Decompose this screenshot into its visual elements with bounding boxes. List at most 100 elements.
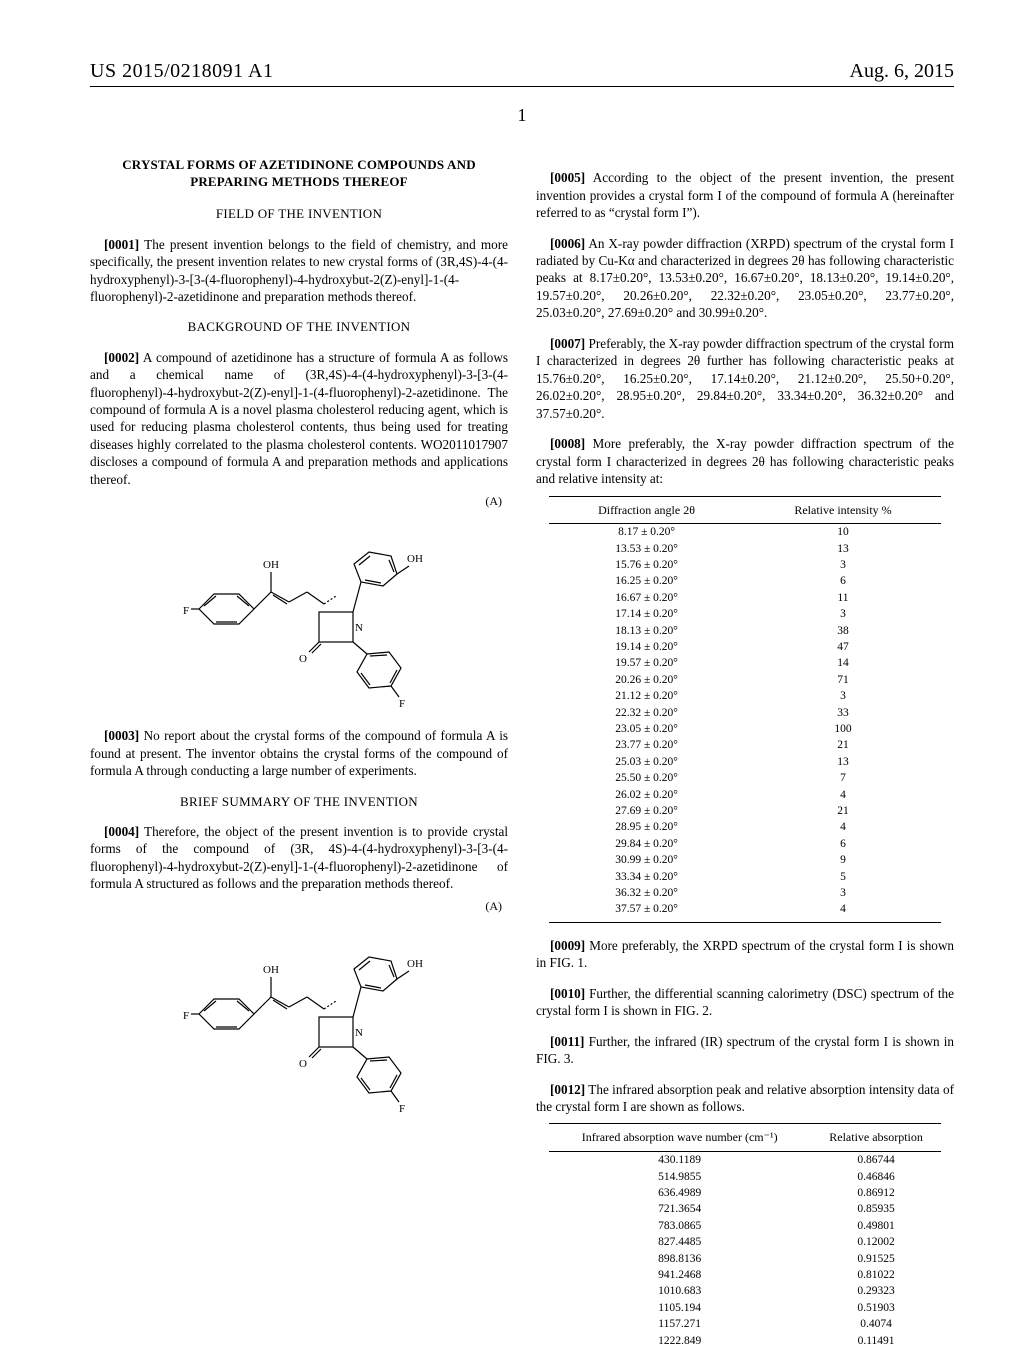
formula-label-1: (A) [485, 494, 502, 510]
svg-text:F: F [183, 1010, 189, 1022]
table-cell: 71 [745, 672, 942, 688]
table-cell: 15.76 ± 0.20° [549, 557, 745, 573]
para-text-0005: According to the object of the present i… [536, 170, 954, 220]
table-cell: 27.69 ± 0.20° [549, 803, 745, 819]
table-row: 26.02 ± 0.20°4 [549, 786, 942, 802]
chemical-structure-icon: F OH O N [169, 899, 429, 1119]
para-num-0007: [0007] [550, 336, 585, 351]
page-header: US 2015/0218091 A1 Aug. 6, 2015 [90, 60, 954, 87]
table-row: 23.77 ± 0.20°21 [549, 737, 942, 753]
table-row: 16.25 ± 0.20°6 [549, 573, 942, 589]
para-0009: [0009] More preferably, the XRPD spectru… [536, 937, 954, 972]
table-row: 25.50 ± 0.20°7 [549, 770, 942, 786]
table-cell: 4 [745, 786, 942, 802]
table-cell: 36.32 ± 0.20° [549, 885, 745, 901]
table-row: 17.14 ± 0.20°3 [549, 606, 942, 622]
page-root: US 2015/0218091 A1 Aug. 6, 2015 1 CRYSTA… [0, 0, 1024, 1320]
heading-background: BACKGROUND OF THE INVENTION [90, 318, 508, 335]
para-text-0007: Preferably, the X-ray powder diffraction… [536, 336, 954, 421]
table-cell: 13 [745, 541, 942, 557]
table-cell: 941.2468 [549, 1267, 811, 1283]
table-cell: 0.12002 [811, 1234, 942, 1250]
table-cell: 28.95 ± 0.20° [549, 819, 745, 835]
ir-table: Infrared absorption wave number (cm⁻¹) R… [549, 1123, 942, 1353]
table-cell: 11 [745, 590, 942, 606]
two-column-layout: CRYSTAL FORMS OF AZETIDINONE COMPOUNDS A… [90, 156, 954, 1364]
para-0007: [0007] Preferably, the X-ray powder diff… [536, 335, 954, 422]
para-text-0002: A compound of azetidinone has a structur… [90, 350, 508, 487]
table-row: 27.69 ± 0.20°21 [549, 803, 942, 819]
table-row: 22.32 ± 0.20°33 [549, 704, 942, 720]
svg-text:O: O [299, 1058, 307, 1070]
svg-text:OH: OH [263, 559, 279, 571]
xrpd-col-1: Relative intensity % [745, 496, 942, 524]
svg-text:OH: OH [407, 553, 423, 565]
table-cell: 19.14 ± 0.20° [549, 639, 745, 655]
table-cell: 47 [745, 639, 942, 655]
table-row: 23.05 ± 0.20°100 [549, 721, 942, 737]
svg-text:F: F [399, 1103, 405, 1115]
table-row: 514.98550.46846 [549, 1168, 942, 1184]
table-row: 25.03 ± 0.20°13 [549, 754, 942, 770]
table-cell: 1157.271 [549, 1316, 811, 1332]
table-cell: 29.84 ± 0.20° [549, 836, 745, 852]
table-row: 33.34 ± 0.20°5 [549, 868, 942, 884]
para-text-0010: Further, the differential scanning calor… [536, 986, 954, 1018]
table-cell: 0.29323 [811, 1283, 942, 1299]
table-cell: 1222.849 [549, 1332, 811, 1353]
svg-text:F: F [183, 605, 189, 617]
table-cell: 0.46846 [811, 1168, 942, 1184]
table-cell: 9 [745, 852, 942, 868]
para-0005: [0005] According to the object of the pr… [536, 169, 954, 221]
table-row: 18.13 ± 0.20°38 [549, 622, 942, 638]
table-cell: 21 [745, 737, 942, 753]
table-row: 941.24680.81022 [549, 1267, 942, 1283]
table-row: 1222.8490.11491 [549, 1332, 942, 1353]
table-cell: 3 [745, 885, 942, 901]
table-cell: 37.57 ± 0.20° [549, 901, 745, 923]
xrpd-col-0: Diffraction angle 2θ [549, 496, 745, 524]
table-cell: 22.32 ± 0.20° [549, 704, 745, 720]
table-cell: 17.14 ± 0.20° [549, 606, 745, 622]
table-row: 13.53 ± 0.20°13 [549, 541, 942, 557]
table-cell: 0.81022 [811, 1267, 942, 1283]
table-row: 19.14 ± 0.20°47 [549, 639, 942, 655]
table-cell: 21.12 ± 0.20° [549, 688, 745, 704]
table-cell: 783.0865 [549, 1218, 811, 1234]
table-row: 15.76 ± 0.20°3 [549, 557, 942, 573]
table-cell: 5 [745, 868, 942, 884]
table-row: 28.95 ± 0.20°4 [549, 819, 942, 835]
table-cell: 0.51903 [811, 1300, 942, 1316]
table-row: 636.49890.86912 [549, 1185, 942, 1201]
table-cell: 33.34 ± 0.20° [549, 868, 745, 884]
table-row: 16.67 ± 0.20°11 [549, 590, 942, 606]
para-num-0008: [0008] [550, 436, 585, 451]
table-cell: 16.25 ± 0.20° [549, 573, 745, 589]
table-cell: 898.8136 [549, 1250, 811, 1266]
xrpd-table: Diffraction angle 2θ Relative intensity … [549, 496, 942, 924]
table-cell: 13 [745, 754, 942, 770]
para-num-0004: [0004] [104, 824, 139, 839]
table-row: 8.17 ± 0.20°10 [549, 524, 942, 541]
para-text-0011: Further, the infrared (IR) spectrum of t… [536, 1034, 954, 1066]
table-cell: 21 [745, 803, 942, 819]
table-row: 827.44850.12002 [549, 1234, 942, 1250]
publication-number: US 2015/0218091 A1 [90, 60, 273, 83]
table-cell: 6 [745, 573, 942, 589]
ir-col-0: Infrared absorption wave number (cm⁻¹) [549, 1124, 811, 1152]
formula-label-2: (A) [485, 899, 502, 915]
para-0011: [0011] Further, the infrared (IR) spectr… [536, 1033, 954, 1068]
table-row: 783.08650.49801 [549, 1218, 942, 1234]
svg-text:OH: OH [407, 958, 423, 970]
document-title: CRYSTAL FORMS OF AZETIDINONE COMPOUNDS A… [120, 156, 478, 190]
table-row: 36.32 ± 0.20°3 [549, 885, 942, 901]
para-num-0011: [0011] [550, 1034, 584, 1049]
table-row: 898.81360.91525 [549, 1250, 942, 1266]
structure-a-wrap-1: (A) F OH [90, 494, 508, 714]
table-row: 29.84 ± 0.20°6 [549, 836, 942, 852]
table-cell: 33 [745, 704, 942, 720]
publication-date: Aug. 6, 2015 [850, 60, 954, 83]
para-text-0008: More preferably, the X-ray powder diffra… [536, 436, 954, 486]
para-num-0010: [0010] [550, 986, 585, 1001]
table-cell: 0.4074 [811, 1316, 942, 1332]
